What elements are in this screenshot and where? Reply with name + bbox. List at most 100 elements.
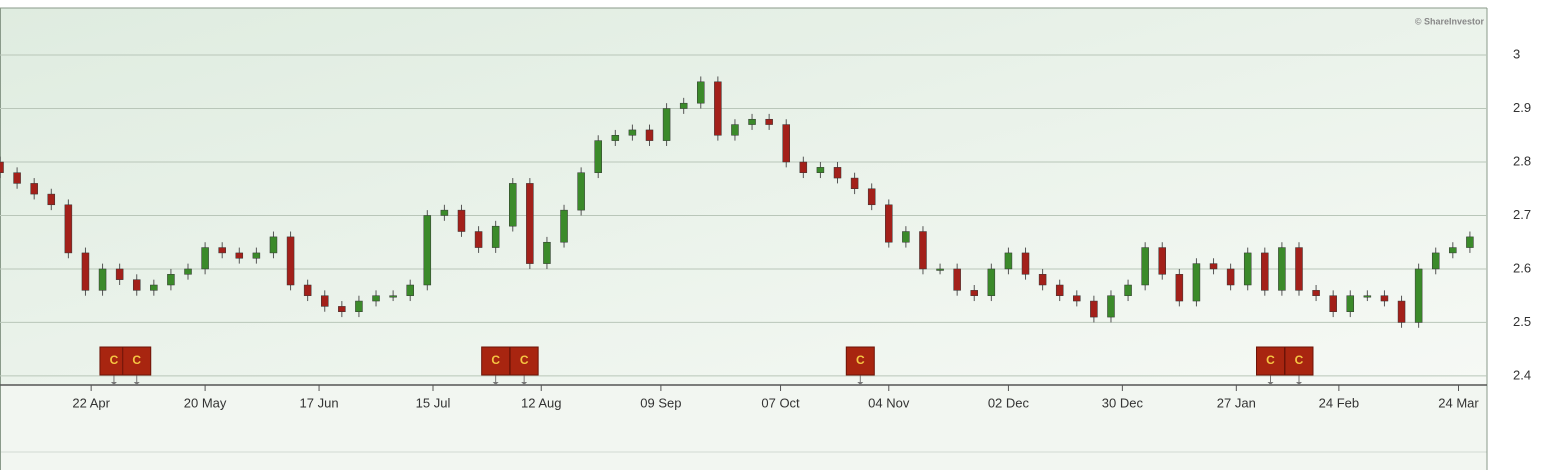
candle-body <box>47 193 56 206</box>
candle-body <box>867 188 876 206</box>
event-label: C <box>1295 353 1304 367</box>
y-tick-label: 3 <box>1513 46 1520 61</box>
y-tick-label: 2.6 <box>1513 260 1531 275</box>
candle-body <box>440 209 449 216</box>
y-tick-label: 2.4 <box>1513 367 1531 382</box>
candle-body <box>970 290 978 296</box>
candle-body <box>1090 300 1098 318</box>
candle-body <box>218 247 226 254</box>
candle-body <box>1363 295 1372 298</box>
candle-body <box>1329 295 1337 312</box>
candle-body <box>13 172 21 184</box>
candle-body <box>0 161 4 173</box>
candle-body <box>885 204 893 243</box>
event-label: C <box>110 353 119 367</box>
candle-body <box>902 231 910 243</box>
x-tick-label: 07 Oct <box>761 395 800 410</box>
event-arrow <box>492 382 499 385</box>
candle-body <box>833 167 842 179</box>
candle-body <box>1261 252 1269 291</box>
candle-body <box>1038 274 1047 286</box>
event-arrow <box>1267 382 1274 385</box>
candle-body <box>338 306 346 312</box>
candle-body <box>1021 252 1030 275</box>
candle-body <box>423 215 432 286</box>
candle-body <box>406 284 414 296</box>
candle-body <box>799 161 808 173</box>
candle-body <box>1278 247 1286 291</box>
candle-body <box>1397 300 1406 323</box>
candle-body <box>1073 295 1081 302</box>
candle-body <box>1209 263 1218 270</box>
event-arrow <box>521 382 528 385</box>
candle-body <box>1243 252 1252 286</box>
candle-body <box>64 204 73 254</box>
x-tick-label: 22 Apr <box>72 395 110 410</box>
y-tick-label: 2.9 <box>1513 100 1531 115</box>
grid <box>0 54 1487 377</box>
event-flag <box>845 346 875 376</box>
x-tick-label: 04 Nov <box>868 395 910 410</box>
y-tick-label: 2.8 <box>1513 153 1531 168</box>
candle-body <box>697 81 705 104</box>
event-label: C <box>1266 353 1275 367</box>
candle-body <box>919 231 927 270</box>
candle-body <box>1055 284 1064 296</box>
candle-body <box>953 268 961 291</box>
candle-body <box>1312 290 1320 296</box>
candle-body <box>252 252 261 259</box>
candle-body <box>748 118 756 125</box>
x-tick-label: 09 Sep <box>640 395 681 410</box>
candle-body <box>679 102 688 109</box>
candle-body <box>577 172 585 211</box>
event-arrow <box>110 382 117 385</box>
candle-body <box>560 209 568 243</box>
event-flag <box>1284 346 1314 376</box>
candle-body <box>594 140 602 173</box>
watermark: © ShareInvestor <box>1415 16 1485 26</box>
candle-body <box>286 236 295 286</box>
candles <box>0 76 1474 328</box>
candle-body <box>201 247 209 270</box>
event-label: C <box>132 353 141 367</box>
candle-body <box>115 268 124 280</box>
candle-body <box>457 209 466 232</box>
candle-body <box>1466 236 1474 248</box>
candle-body <box>1004 252 1013 270</box>
candle-body <box>526 183 534 264</box>
candle-body <box>1295 247 1303 291</box>
candle-body <box>1380 295 1389 302</box>
candle-body <box>372 295 380 302</box>
candle-body <box>543 241 551 264</box>
x-tick-label: 27 Jan <box>1217 395 1256 410</box>
candle-body <box>1449 247 1457 254</box>
candle-body <box>731 124 739 136</box>
event-arrow <box>857 382 864 385</box>
candle-body <box>81 252 90 291</box>
candle-body <box>389 295 397 298</box>
x-tick-label: 15 Jul <box>416 395 451 410</box>
candle-body <box>184 268 192 275</box>
candle-body <box>30 183 38 195</box>
candle-body <box>474 231 483 248</box>
candle-body <box>167 274 175 286</box>
event-label: C <box>491 353 500 367</box>
candle-body <box>628 129 637 136</box>
candle-body <box>987 268 996 296</box>
candle-body <box>1107 295 1115 318</box>
candle-body <box>1158 247 1167 275</box>
candle-body <box>1175 274 1184 302</box>
candle-body <box>782 124 790 163</box>
candle-body <box>509 183 517 227</box>
event-label: C <box>856 353 865 367</box>
candle-body <box>1192 263 1201 302</box>
candle-body <box>765 118 773 125</box>
x-tick-label: 02 Dec <box>988 395 1030 410</box>
candle-body <box>662 108 671 141</box>
candle-body <box>850 177 859 189</box>
event-flag <box>481 346 511 376</box>
candle-body <box>235 252 244 259</box>
candle-body <box>303 284 312 296</box>
event-flag <box>509 346 539 376</box>
